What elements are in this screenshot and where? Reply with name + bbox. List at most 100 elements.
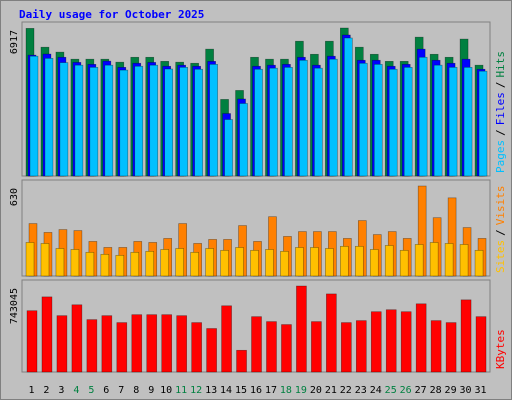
x-tick-label: 1 bbox=[28, 385, 34, 396]
bar bbox=[373, 64, 383, 177]
x-tick-label: 30 bbox=[460, 385, 472, 396]
legend-separator: / bbox=[494, 82, 507, 89]
bar bbox=[55, 248, 65, 277]
x-tick-label: 19 bbox=[295, 385, 307, 396]
x-tick-label: 24 bbox=[370, 385, 382, 396]
bar bbox=[400, 311, 412, 373]
bar bbox=[116, 322, 128, 373]
chart-title: Daily usage for October 2025 bbox=[19, 8, 204, 21]
x-tick-label: 27 bbox=[415, 385, 427, 396]
bar bbox=[134, 65, 144, 177]
bar bbox=[164, 68, 174, 177]
bar bbox=[296, 285, 307, 373]
legend: KBytes bbox=[494, 329, 507, 369]
bar bbox=[161, 314, 173, 373]
bar bbox=[26, 310, 38, 373]
bar bbox=[191, 322, 202, 373]
bar bbox=[206, 328, 217, 373]
x-tick-label: 17 bbox=[265, 385, 277, 396]
bar bbox=[403, 67, 413, 177]
x-tick-label: 25 bbox=[385, 385, 397, 396]
x-tick-label: 13 bbox=[205, 385, 217, 396]
bar bbox=[40, 243, 50, 277]
bar bbox=[310, 247, 319, 277]
bar bbox=[209, 64, 218, 177]
bar bbox=[74, 64, 84, 177]
legend: Sites / Visits bbox=[494, 186, 507, 274]
x-tick-label: 26 bbox=[400, 385, 412, 396]
x-tick-label: 2 bbox=[43, 385, 49, 396]
bar bbox=[89, 67, 99, 177]
bar bbox=[71, 304, 83, 373]
bar bbox=[146, 314, 158, 373]
bar bbox=[251, 316, 262, 373]
bar bbox=[384, 245, 394, 277]
bar bbox=[85, 251, 95, 277]
x-tick-label: 4 bbox=[73, 385, 79, 396]
bar bbox=[119, 69, 129, 177]
bar bbox=[44, 58, 54, 177]
bar bbox=[160, 249, 170, 277]
bar bbox=[344, 37, 353, 177]
x-tick-label: 16 bbox=[250, 385, 262, 396]
y-tick-label: 6917 bbox=[9, 30, 20, 54]
bar bbox=[388, 68, 398, 177]
bar bbox=[385, 309, 397, 373]
x-tick-label: 9 bbox=[148, 385, 154, 396]
x-tick-label: 22 bbox=[340, 385, 352, 396]
bar bbox=[340, 245, 349, 277]
x-tick-label: 6 bbox=[103, 385, 109, 396]
x-tick-label: 18 bbox=[280, 385, 292, 396]
x-tick-label: 12 bbox=[190, 385, 202, 396]
bar bbox=[326, 293, 337, 373]
bar bbox=[70, 249, 80, 277]
x-tick-label: 11 bbox=[175, 385, 187, 396]
bar bbox=[433, 64, 443, 177]
bar bbox=[445, 322, 457, 373]
bar bbox=[149, 64, 159, 177]
bar bbox=[100, 253, 110, 277]
bar bbox=[236, 349, 247, 373]
bar bbox=[269, 67, 278, 177]
x-tick-label: 31 bbox=[474, 385, 486, 396]
legend: Pages / Files / Hits bbox=[494, 51, 507, 173]
bar bbox=[281, 324, 292, 373]
bar bbox=[284, 67, 293, 177]
bar bbox=[266, 321, 277, 373]
y-tick-label: 630 bbox=[9, 188, 20, 206]
bar bbox=[430, 320, 442, 373]
bar bbox=[265, 249, 274, 277]
bar bbox=[463, 67, 473, 177]
bar bbox=[314, 67, 323, 177]
legend-entry: Pages bbox=[494, 140, 507, 173]
bar bbox=[474, 249, 484, 277]
x-tick-label: 21 bbox=[325, 385, 337, 396]
bar bbox=[459, 244, 469, 277]
bar bbox=[220, 249, 229, 277]
bar bbox=[115, 254, 125, 277]
x-tick-label: 5 bbox=[88, 385, 94, 396]
bar bbox=[56, 315, 68, 373]
bar bbox=[354, 245, 364, 277]
x-tick-label: 15 bbox=[235, 385, 247, 396]
bar bbox=[235, 247, 244, 277]
bar bbox=[131, 314, 143, 373]
bar bbox=[254, 68, 263, 177]
bar bbox=[190, 251, 199, 277]
bar bbox=[295, 247, 304, 277]
bar bbox=[145, 250, 155, 277]
bar bbox=[358, 62, 368, 177]
bar bbox=[460, 299, 472, 373]
bar bbox=[299, 59, 308, 177]
legend-entry: Sites bbox=[494, 240, 507, 273]
bar bbox=[205, 248, 214, 277]
bar bbox=[179, 67, 188, 177]
bar bbox=[370, 311, 382, 373]
bar bbox=[475, 316, 487, 373]
bar bbox=[311, 321, 322, 373]
bar bbox=[325, 248, 334, 277]
bar bbox=[41, 296, 53, 373]
bar bbox=[341, 322, 352, 373]
bar bbox=[415, 303, 427, 373]
